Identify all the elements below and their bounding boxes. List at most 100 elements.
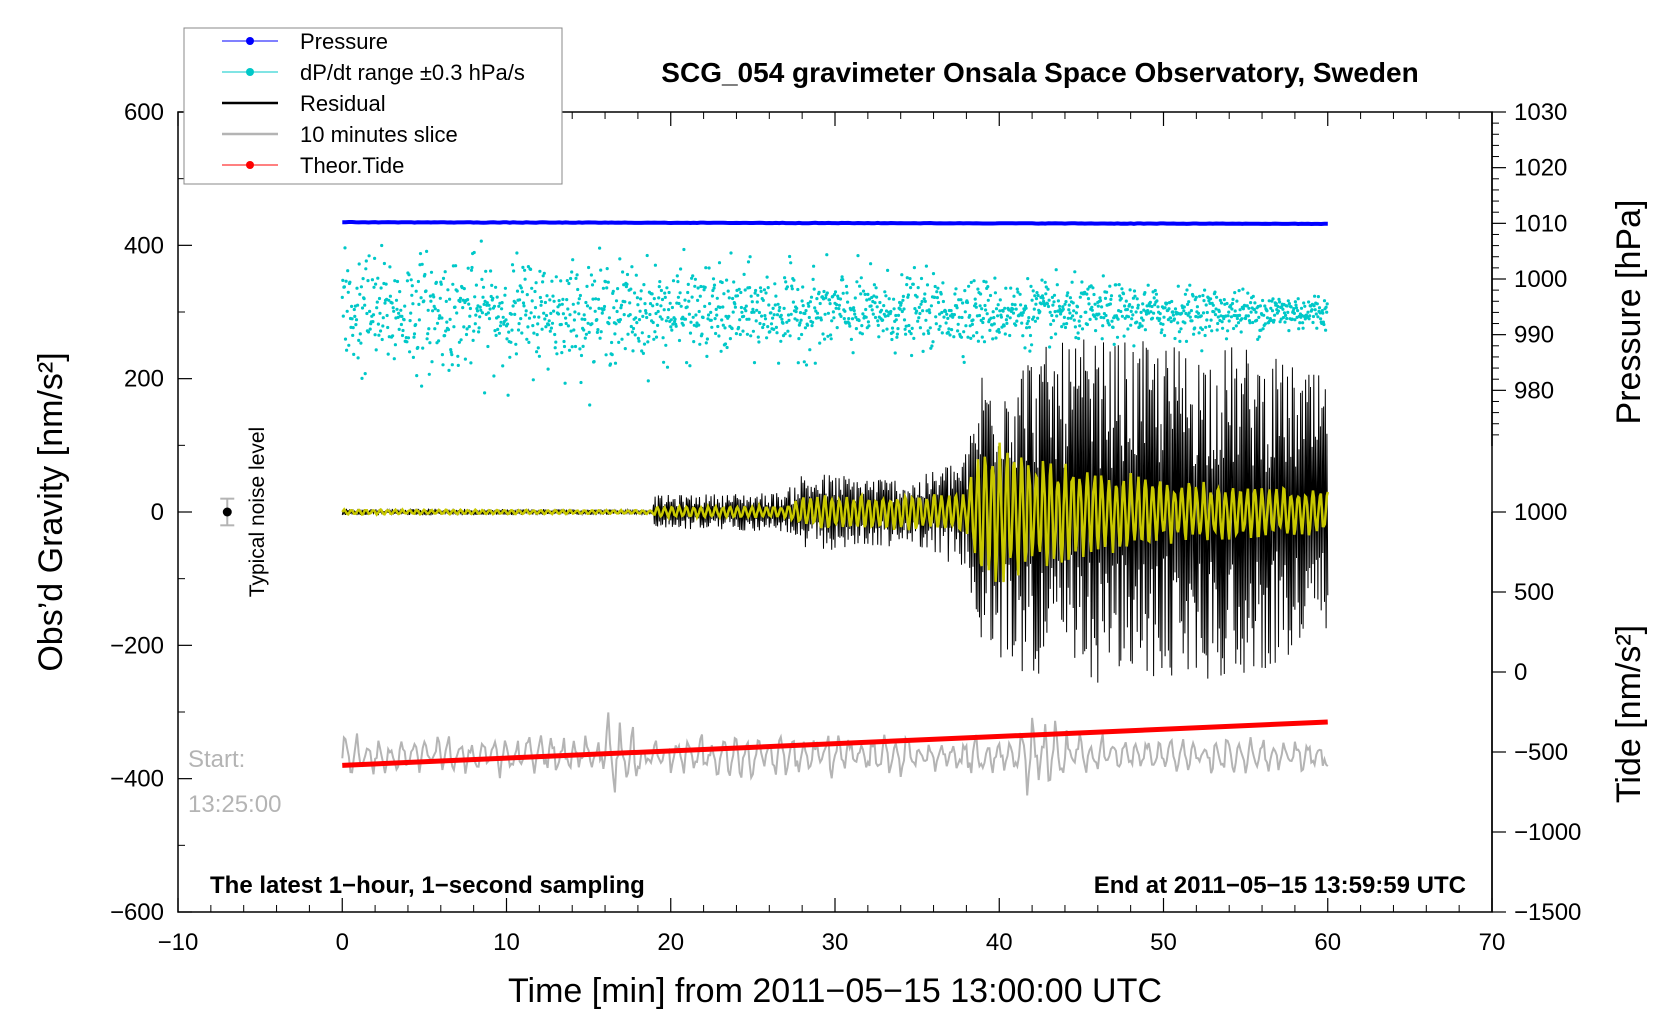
dpdt-point xyxy=(916,319,920,323)
dpdt-point xyxy=(737,325,741,330)
dpdt-point xyxy=(1229,315,1233,319)
dpdt-point xyxy=(907,323,911,328)
dpdt-point xyxy=(1110,319,1114,323)
dpdt-point xyxy=(398,290,402,294)
dpdt-point xyxy=(782,306,786,310)
dpdt-point xyxy=(497,304,501,308)
dpdt-point xyxy=(378,311,382,315)
dpdt-point xyxy=(979,292,983,296)
dpdt-point xyxy=(377,333,381,337)
dpdt-point xyxy=(473,322,477,326)
dpdt-point xyxy=(556,312,561,316)
dpdt-point xyxy=(994,307,999,311)
dpdt-point xyxy=(1176,284,1180,288)
dpdt-point xyxy=(762,288,767,292)
dpdt-point xyxy=(584,332,589,336)
dpdt-point xyxy=(527,316,532,320)
dpdt-point xyxy=(529,267,533,271)
dpdt-point xyxy=(816,316,820,320)
dpdt-point xyxy=(823,312,827,316)
dpdt-point xyxy=(909,286,913,290)
dpdt-point xyxy=(1182,305,1186,309)
dpdt-point xyxy=(646,340,650,344)
dpdt-point xyxy=(340,295,344,299)
y-tick-label: −400 xyxy=(110,766,164,793)
dpdt-point xyxy=(791,300,796,304)
dpdt-point xyxy=(423,272,427,277)
legend-marker-dpdt xyxy=(246,68,254,76)
dpdt-point xyxy=(616,287,620,291)
dpdt-point xyxy=(1261,327,1265,331)
dpdt-point xyxy=(802,360,806,364)
dpdt-point xyxy=(679,304,683,308)
dpdt-point xyxy=(928,326,932,330)
dpdt-point xyxy=(1276,309,1281,313)
dpdt-point xyxy=(472,329,476,333)
dpdt-point xyxy=(812,287,816,291)
dpdt-point xyxy=(565,279,569,283)
dpdt-point xyxy=(662,360,666,364)
dpdt-point xyxy=(1126,327,1130,331)
legend-entry-residual: Residual xyxy=(222,91,386,116)
dpdt-point xyxy=(344,279,348,283)
dpdt-point xyxy=(1121,292,1126,296)
dpdt-point xyxy=(786,329,790,333)
dpdt-point xyxy=(1281,307,1285,311)
dpdt-point xyxy=(563,381,567,385)
dpdt-point xyxy=(573,344,578,349)
dpdt-point xyxy=(780,317,784,321)
dpdt-point xyxy=(1318,311,1322,315)
dpdt-point xyxy=(1034,302,1038,306)
dpdt-point xyxy=(809,295,814,299)
dpdt-point xyxy=(546,367,550,371)
dpdt-point xyxy=(375,306,379,310)
dpdt-point xyxy=(652,297,656,301)
dpdt-point xyxy=(838,297,843,301)
dpdt-point xyxy=(818,301,822,306)
dpdt-point xyxy=(716,324,720,329)
dpdt-point xyxy=(1032,307,1036,311)
dpdt-point xyxy=(567,348,572,352)
legend-label-tide: Theor.Tide xyxy=(300,153,404,178)
dpdt-point xyxy=(1105,290,1109,294)
dpdt-point xyxy=(686,290,690,295)
dpdt-point xyxy=(963,289,967,293)
dpdt-point xyxy=(560,351,564,355)
dpdt-point xyxy=(688,331,693,335)
dpdt-point xyxy=(384,282,388,286)
dpdt-point xyxy=(1052,300,1056,304)
dpdt-point xyxy=(732,280,736,284)
dpdt-point xyxy=(1031,289,1035,293)
dpdt-point xyxy=(598,336,602,340)
dpdt-point xyxy=(405,340,409,344)
dpdt-point xyxy=(342,285,346,289)
dpdt-point xyxy=(590,283,595,287)
dpdt-point xyxy=(1014,323,1018,327)
dpdt-point xyxy=(613,332,617,336)
dpdt-point xyxy=(1077,336,1081,341)
dpdt-point xyxy=(559,322,563,327)
y-tick-label: 0 xyxy=(151,499,164,526)
dpdt-point xyxy=(663,291,667,295)
dpdt-point xyxy=(658,315,662,319)
dpdt-point xyxy=(1117,283,1121,287)
dpdt-point xyxy=(364,267,368,271)
dpdt-point xyxy=(831,310,836,314)
dpdt-point xyxy=(710,325,714,329)
dpdt-point xyxy=(1086,297,1091,301)
dpdt-point xyxy=(926,329,930,333)
dpdt-point xyxy=(1192,332,1196,336)
dpdt-point xyxy=(703,304,707,308)
dpdt-point xyxy=(629,324,633,329)
dpdt-point xyxy=(821,332,825,336)
dpdt-point xyxy=(1245,304,1249,308)
dpdt-point xyxy=(529,311,533,315)
dpdt-point xyxy=(363,303,367,307)
dpdt-point xyxy=(776,302,780,306)
dpdt-point xyxy=(1079,315,1083,319)
dpdt-point xyxy=(993,291,998,295)
dpdt-point xyxy=(1315,302,1319,306)
dpdt-point xyxy=(514,342,518,346)
dpdt-point xyxy=(494,285,498,289)
dpdt-point xyxy=(1160,328,1164,332)
